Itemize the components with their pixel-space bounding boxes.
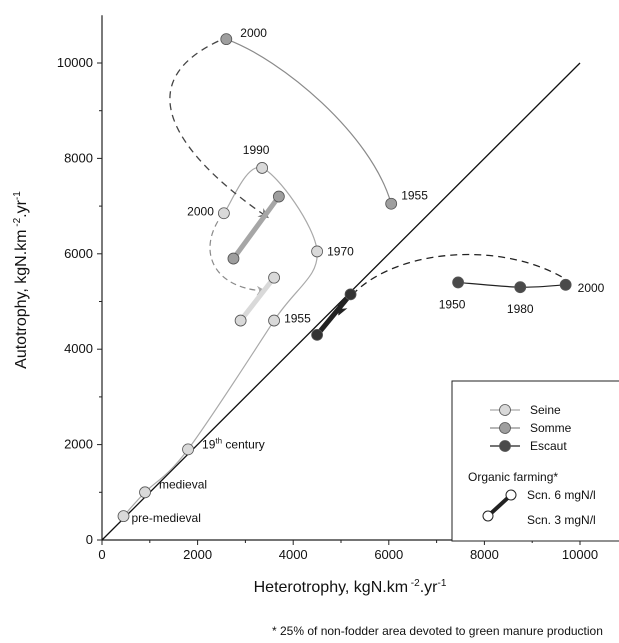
legend: Seine Somme Escaut Organic farming* Scn. 6… xyxy=(451,380,619,542)
legend-scn3-marker xyxy=(482,510,494,522)
point-escaut xyxy=(452,276,465,289)
point-seine xyxy=(311,245,324,258)
scenario-scn3-point-escaut xyxy=(311,328,324,341)
legend-scn3-label: Scn. 3 mgN/l xyxy=(527,513,596,527)
scenario-arrows xyxy=(169,40,562,316)
x-tick-label: 10000 xyxy=(562,547,598,562)
legend-marker-seine xyxy=(499,404,511,416)
legend-label-seine: Seine xyxy=(530,403,561,417)
x-tick-label: 0 xyxy=(98,547,105,562)
point-label-somme: 1955 xyxy=(401,189,428,203)
one-to-one-line xyxy=(101,62,581,541)
x-tick-label: 8000 xyxy=(470,547,499,562)
x-tick-label: 6000 xyxy=(374,547,403,562)
scenario-scn3-point-seine xyxy=(234,314,247,327)
point-seine xyxy=(268,314,280,327)
point-label-seine: 1970 xyxy=(327,244,354,258)
x-tick-label: 2000 xyxy=(183,547,212,562)
y-tick-label: 4000 xyxy=(64,341,93,356)
point-seine xyxy=(139,486,151,499)
seine-scenario-arrow xyxy=(209,220,267,296)
y-axis-title: Autotrophy, kgN.km -2.yr-1 xyxy=(12,191,30,369)
y-tick-label: 2000 xyxy=(64,437,93,452)
footnote: * 25% of non-fodder area devoted to gree… xyxy=(272,624,603,638)
legend-label-somme: Somme xyxy=(530,421,572,435)
axes: 0 2000 4000 6000 8000 10000 0 2000 4000 6000 8000 1… xyxy=(57,15,604,562)
legend-scn6-label: Scn. 6 mgN/l xyxy=(527,488,596,502)
point-label-seine: 1955 xyxy=(284,312,311,326)
organic-scenarios xyxy=(227,190,357,341)
legend-marker-somme xyxy=(499,422,511,434)
point-label-escaut: 2000 xyxy=(578,281,605,295)
point-labels: pre-medieval medieval 19th century 1955 1970… xyxy=(132,26,605,525)
y-tick-label: 10000 xyxy=(57,55,93,70)
y-tick-label: 6000 xyxy=(64,246,93,261)
point-seine xyxy=(117,510,130,523)
point-label-seine: 2000 xyxy=(187,204,214,218)
scenario-scn3-point-somme xyxy=(227,252,240,265)
legend-box xyxy=(451,380,619,542)
point-seine xyxy=(182,443,194,456)
y-tick-label: 0 xyxy=(86,532,93,547)
x-axis-title: Heterotrophy, kgN.km -2.yr-1 xyxy=(254,578,447,596)
somme-scenario-arrow xyxy=(169,40,270,219)
point-label-somme: 2000 xyxy=(240,26,267,40)
point-label-seine: pre-medieval xyxy=(132,511,201,525)
legend-marker-escaut xyxy=(499,440,511,452)
point-label-seine: 1990 xyxy=(243,143,270,157)
reference-line xyxy=(101,62,581,541)
trajectory-somme xyxy=(226,38,392,204)
y-tick-label: 8000 xyxy=(64,150,93,165)
scenario-scn6-point-escaut xyxy=(344,288,357,301)
legend-organic-title: Organic farming* xyxy=(468,470,558,484)
point-somme xyxy=(385,197,398,210)
trajectory-escaut xyxy=(458,281,566,288)
scenario-segment-seine xyxy=(238,276,277,323)
point-somme xyxy=(220,33,233,46)
point-seine xyxy=(256,162,269,174)
point-label-escaut: 1980 xyxy=(507,302,534,316)
point-escaut xyxy=(514,281,527,294)
x-tick-label: 4000 xyxy=(279,547,308,562)
point-escaut xyxy=(559,278,572,291)
scenario-scn6-point-seine xyxy=(268,271,280,284)
point-label-seine: 19th century xyxy=(202,436,265,451)
point-label-seine: medieval xyxy=(159,477,207,491)
trajectory-seine xyxy=(123,166,318,517)
scenario-segment-escaut xyxy=(315,292,353,337)
scenario-segment-somme xyxy=(231,195,281,261)
data-points xyxy=(117,33,572,523)
point-seine xyxy=(217,207,230,220)
scenario-scn6-point-somme xyxy=(272,190,285,203)
legend-scn6-marker xyxy=(505,489,517,501)
legend-label-escaut: Escaut xyxy=(530,439,567,453)
point-label-escaut: 1950 xyxy=(439,297,466,311)
